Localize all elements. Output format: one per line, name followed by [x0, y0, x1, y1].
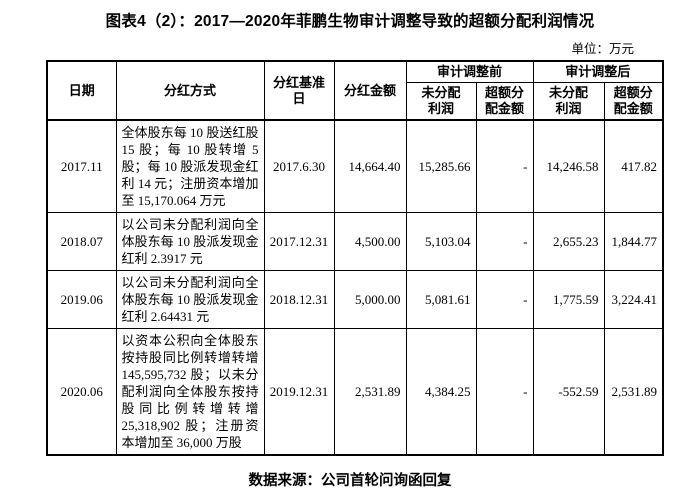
method-cell: 全体股东每 10 股送红股 15 股；每 10 股转增 5 股；每 10 股派发…	[115, 119, 265, 213]
after-undistributed-cell: 1,775.59	[532, 270, 605, 329]
record-date-cell: 2017.12.31	[263, 212, 335, 271]
col-header-before-undistributed: 未分配 利润	[405, 82, 477, 121]
record-date-cell: 2017.6.30	[263, 119, 335, 213]
after-excess-cell: 3,224.41	[603, 270, 664, 329]
col-header-before-group: 审计调整前	[405, 60, 534, 83]
col-header-date: 日期	[46, 60, 117, 121]
amount-cell: 14,664.40	[333, 119, 407, 213]
dividend-adjustment-table: 日期 分红方式 分红基准 日 分红金额 审计调整前 审计调整后 未分配 利润 超…	[46, 60, 665, 456]
before-undistributed-cell: 5,081.61	[405, 270, 477, 329]
before-undistributed-cell: 5,103.04	[405, 212, 477, 271]
table-row: 2018.07 以公司未分配利润向全体股东每 10 股派发现金红利 2.3917…	[46, 212, 664, 271]
after-undistributed-cell: -552.59	[532, 328, 605, 456]
table-row: 2019.06 以公司未分配利润向全体股东每 10 股派发现金红利 2.6443…	[46, 270, 664, 329]
before-excess-cell: -	[475, 119, 534, 213]
before-undistributed-cell: 4,384.25	[405, 328, 477, 456]
record-date-cell: 2018.12.31	[263, 270, 335, 329]
before-excess-cell: -	[475, 270, 534, 329]
col-header-after-group: 审计调整后	[532, 60, 664, 83]
after-excess-cell: 417.82	[603, 119, 664, 213]
col-header-record-date: 分红基准 日	[263, 60, 335, 121]
col-header-amount: 分红金额	[333, 60, 407, 121]
col-header-before-excess: 超额分 配金额	[475, 82, 534, 121]
col-header-after-excess: 超额分 配金额	[603, 82, 664, 121]
table-row: 2017.11 全体股东每 10 股送红股 15 股；每 10 股转增 5 股；…	[46, 119, 664, 213]
before-undistributed-cell: 15,285.66	[405, 119, 477, 213]
table-header: 日期 分红方式 分红基准 日 分红金额 审计调整前 审计调整后 未分配 利润 超…	[46, 60, 664, 121]
record-date-cell: 2019.12.31	[263, 328, 335, 456]
unit-label: 单位：万元	[571, 42, 634, 56]
col-header-after-undistributed: 未分配 利润	[532, 82, 605, 121]
after-undistributed-cell: 14,246.58	[532, 119, 605, 213]
amount-cell: 4,500.00	[333, 212, 407, 271]
date-cell: 2020.06	[46, 328, 117, 456]
method-cell: 以公司未分配利润向全体股东每 10 股派发现金红利 2.3917 元	[115, 212, 265, 271]
after-excess-cell: 2,531.89	[603, 328, 664, 456]
amount-cell: 2,531.89	[333, 328, 407, 456]
before-excess-cell: -	[475, 212, 534, 271]
table-row: 2020.06 以资本公积向全体股东按持股同比例转增转增 145,595,732…	[46, 328, 664, 456]
amount-cell: 5,000.00	[333, 270, 407, 329]
before-excess-cell: -	[475, 328, 534, 456]
after-undistributed-cell: 2,655.23	[532, 212, 605, 271]
date-cell: 2017.11	[46, 119, 117, 213]
method-cell: 以资本公积向全体股东按持股同比例转增转增 145,595,732 股；以未分配利…	[115, 328, 265, 456]
date-cell: 2019.06	[46, 270, 117, 329]
date-cell: 2018.07	[46, 212, 117, 271]
after-excess-cell: 1,844.77	[603, 212, 664, 271]
method-cell: 以公司未分配利润向全体股东每 10 股派发现金红利 2.64431 元	[115, 270, 265, 329]
page-title: 图表4（2）：2017—2020年菲鹏生物审计调整导致的超额分配利润情况	[105, 13, 595, 30]
col-header-method: 分红方式	[115, 60, 265, 121]
